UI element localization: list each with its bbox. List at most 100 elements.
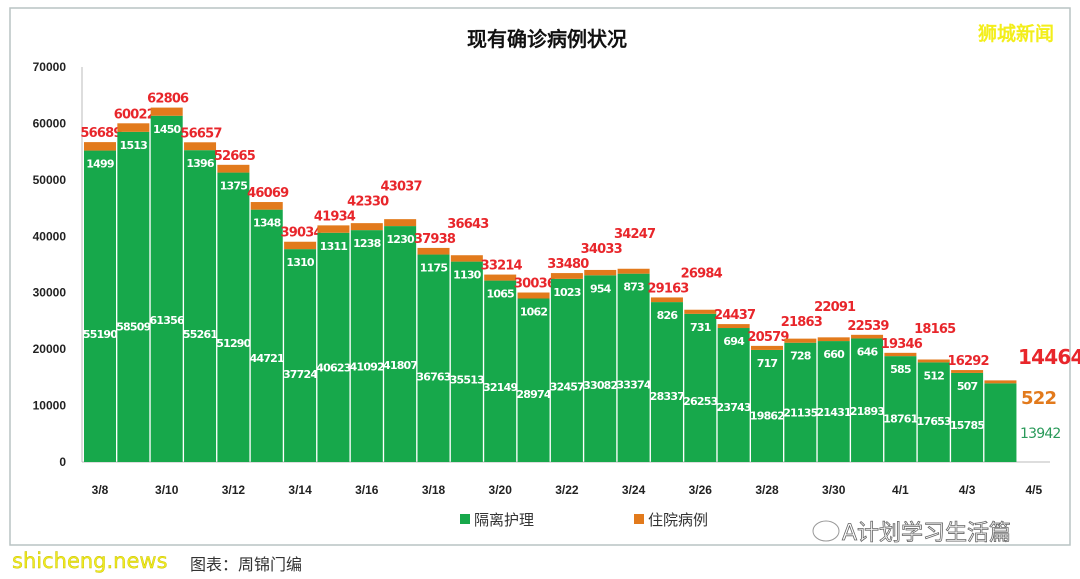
- hospital-label: 1062: [520, 306, 548, 319]
- bar-hospital: [450, 255, 483, 262]
- hospital-label: 1396: [186, 157, 215, 170]
- isolation-label: 26253: [683, 395, 717, 408]
- total-label: 60022: [114, 107, 155, 122]
- isolation-label: 13942: [1020, 426, 1061, 442]
- x-tick-label: 3/10: [155, 483, 179, 497]
- y-tick-label: 10000: [33, 399, 67, 413]
- isolation-label: 15785: [950, 419, 984, 432]
- hospital-label: 731: [690, 321, 711, 334]
- wechat-icon: [812, 520, 840, 542]
- bar-isolation: [117, 131, 150, 462]
- isolation-label: 28337: [650, 390, 684, 403]
- x-tick-label: 3/30: [822, 483, 846, 497]
- bar-hospital: [517, 292, 550, 299]
- bar-isolation: [717, 328, 750, 462]
- hospital-label: 1450: [153, 123, 182, 136]
- isolation-label: 21893: [850, 405, 884, 418]
- y-tick-label: 30000: [33, 286, 67, 300]
- x-tick-label: 3/12: [222, 483, 246, 497]
- isolation-label: 41092: [350, 360, 384, 373]
- bar-isolation: [784, 342, 817, 462]
- x-tick-label: 3/28: [755, 483, 779, 497]
- bar-hospital: [117, 123, 150, 132]
- isolation-label: 35513: [450, 373, 484, 386]
- bar-hospital: [550, 273, 583, 279]
- hospital-label: 1348: [253, 217, 281, 230]
- bar-isolation: [350, 230, 383, 462]
- isolation-label: 32149: [483, 381, 517, 394]
- total-label: 34247: [614, 227, 656, 242]
- bar-hospital: [584, 269, 617, 276]
- hospital-label: 660: [823, 348, 845, 361]
- total-label: 18165: [914, 322, 956, 337]
- wechat-watermark-text: A计划学习生活篇: [842, 521, 1011, 546]
- watermark-top-right: 狮城新闻: [978, 22, 1054, 45]
- hospital-label: 585: [890, 363, 911, 376]
- x-tick-label: 3/16: [355, 483, 379, 497]
- bar-isolation: [317, 232, 350, 462]
- total-label: 62806: [147, 92, 189, 107]
- bar-isolation: [751, 349, 783, 462]
- legend-swatch-hospital: [634, 514, 644, 524]
- wechat-watermark: A计划学习生活篇: [812, 520, 1011, 546]
- isolation-label: 32457: [550, 380, 584, 393]
- bar-isolation: [384, 226, 417, 462]
- bar-hospital: [317, 225, 350, 233]
- total-label: 41934: [314, 209, 356, 224]
- bar-isolation: [550, 278, 583, 462]
- isolation-label: 21431: [817, 406, 851, 419]
- total-label: 22539: [847, 319, 889, 334]
- x-tick-label: 3/26: [689, 483, 713, 497]
- total-label: 19346: [881, 337, 923, 352]
- total-label: 46069: [247, 186, 289, 201]
- y-tick-label: 50000: [33, 173, 67, 187]
- legend: 隔离护理 住院病例: [460, 511, 708, 529]
- total-label: 36643: [447, 217, 489, 232]
- hospital-label: 728: [790, 350, 811, 363]
- x-tick-label: 4/3: [959, 483, 976, 497]
- bar-hospital: [284, 241, 317, 250]
- x-tick-label: 3/22: [555, 483, 579, 497]
- hospital-label: 954: [590, 282, 612, 295]
- y-tick-label: 20000: [33, 342, 67, 356]
- isolation-label: 55261: [183, 328, 217, 341]
- bar-hospital: [751, 345, 783, 350]
- hospital-label: 1513: [120, 139, 148, 152]
- isolation-label: 36763: [416, 370, 450, 383]
- bar-hospital: [884, 352, 917, 357]
- isolation-label: 40623: [316, 361, 350, 374]
- bar-isolation: [450, 261, 483, 462]
- bar-isolation: [217, 172, 250, 462]
- bar-hospital: [650, 297, 683, 303]
- hospital-label: 512: [923, 369, 944, 382]
- total-label: 43037: [381, 179, 423, 194]
- hospital-label: 1310: [286, 256, 315, 269]
- legend-label-isolation: 隔离护理: [474, 511, 534, 529]
- bar-isolation: [617, 273, 650, 462]
- bar-hospital: [984, 380, 1017, 384]
- total-label: 56657: [180, 126, 222, 141]
- x-tick-label: 3/8: [92, 483, 109, 497]
- isolation-label: 41807: [383, 359, 417, 372]
- isolation-label: 37724: [283, 368, 318, 381]
- total-label: 16292: [947, 354, 988, 369]
- total-label: 22091: [814, 300, 856, 315]
- bar-hospital: [817, 337, 850, 342]
- bar-hospital: [150, 107, 183, 116]
- x-tick-label: 3/14: [288, 483, 312, 497]
- hospital-label: 646: [857, 345, 879, 358]
- bar-hospital: [684, 309, 717, 314]
- legend-label-hospital: 住院病例: [648, 511, 708, 529]
- hospital-label: 1499: [86, 158, 114, 171]
- isolation-label: 61356: [150, 314, 185, 327]
- total-label: 14464: [1018, 345, 1080, 369]
- total-label: 33214: [481, 259, 523, 274]
- bar-hospital: [184, 142, 217, 151]
- isolation-label: 18761: [883, 412, 917, 425]
- total-label: 52665: [214, 149, 256, 164]
- total-label: 33480: [547, 257, 589, 272]
- total-label: 20579: [747, 330, 789, 345]
- x-tick-label: 3/24: [622, 483, 646, 497]
- hospital-label: 1311: [320, 240, 348, 253]
